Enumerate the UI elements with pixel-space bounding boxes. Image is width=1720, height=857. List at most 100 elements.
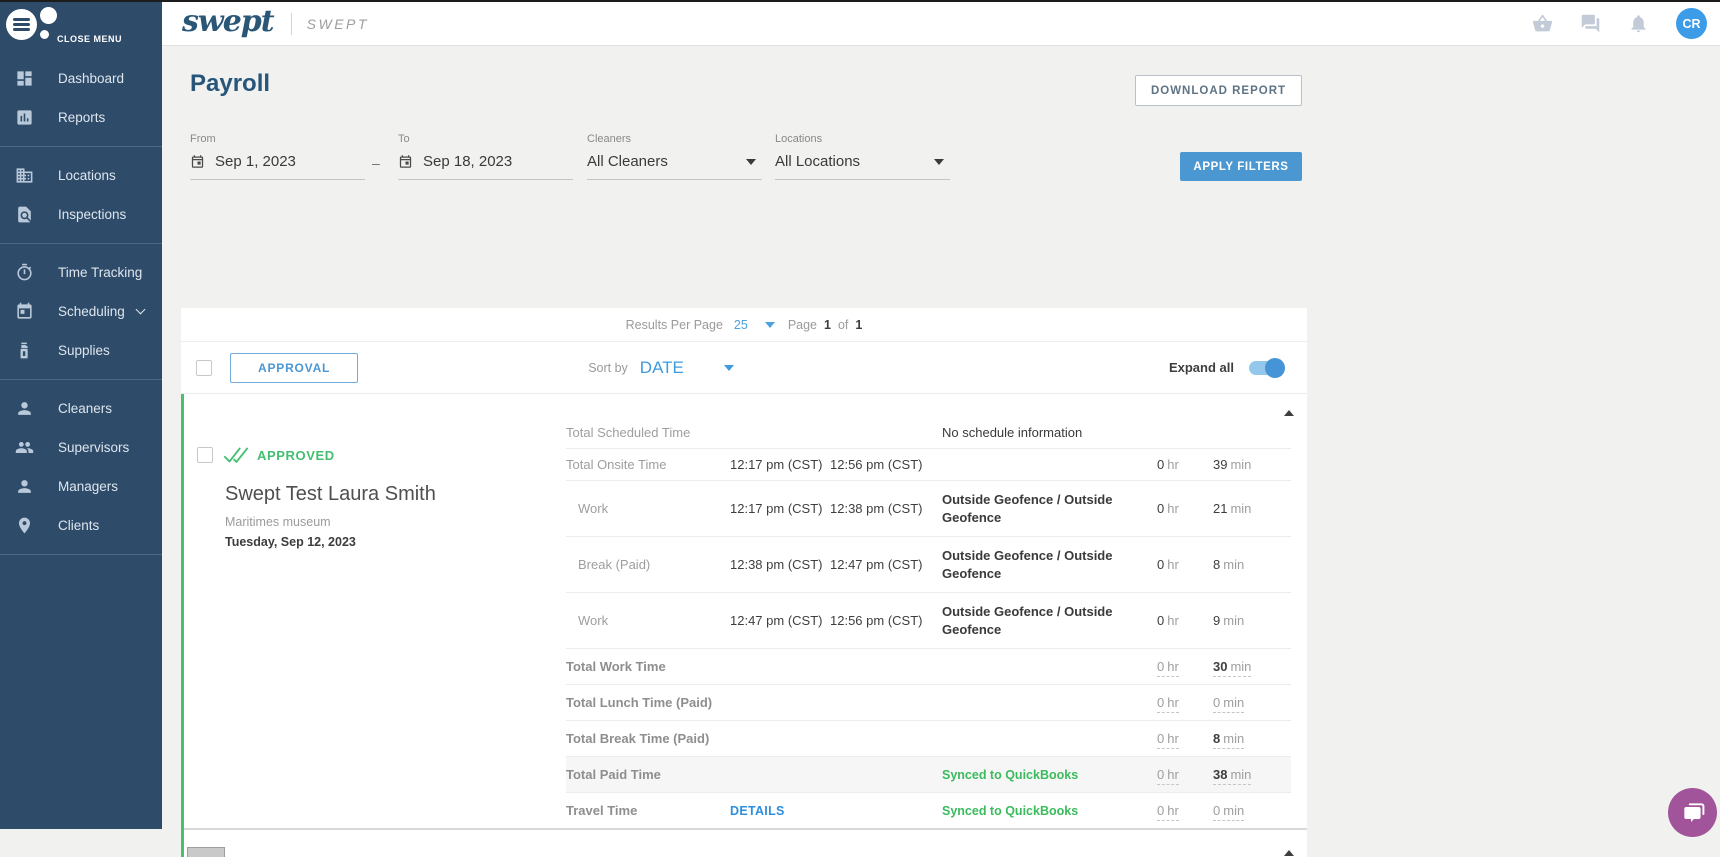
toggle-knob	[1265, 357, 1285, 378]
calendar-icon	[15, 302, 34, 321]
end-time: 12:56 pm (CST)	[830, 457, 923, 472]
bell-icon[interactable]	[1628, 13, 1649, 34]
table-row: Work 12:17 pm (CST) 12:38 pm (CST) Outsi…	[566, 481, 1291, 538]
page-current: 1	[824, 317, 831, 332]
main-content: Payroll DOWNLOAD REPORT From Sep 1, 2023…	[162, 46, 1720, 857]
dashboard-icon	[15, 69, 34, 88]
start-time: 12:17 pm (CST)	[730, 501, 823, 517]
person-icon	[15, 399, 34, 418]
sidebar-item-cleaners[interactable]: Cleaners	[0, 389, 162, 428]
hamburger-menu-icon[interactable]	[6, 9, 37, 40]
table-row: Break (Paid) 12:38 pm (CST) 12:47 pm (CS…	[566, 537, 1291, 594]
topbar: swept SWEPT CR	[162, 2, 1720, 46]
download-report-button[interactable]: DOWNLOAD REPORT	[1135, 75, 1302, 106]
chat-bubble-icon	[1683, 802, 1704, 822]
payroll-entry-group: APPROVED Swept Test Laura Smith Maritime…	[181, 394, 1307, 857]
from-date-field[interactable]: Sep 1, 2023	[190, 153, 365, 180]
minutes-value: 8 min	[1213, 557, 1245, 573]
avatar[interactable]: CR	[1676, 8, 1707, 39]
next-entry-stub	[187, 847, 225, 857]
sidebar-item-label: Time Tracking	[58, 265, 143, 280]
hours-value: 0 hr	[1157, 457, 1179, 472]
minutes-value: 38 min	[1213, 767, 1291, 786]
row-label: Total Work Time	[566, 659, 666, 675]
end-time: 12:47 pm (CST)	[830, 557, 923, 573]
sidebar-item-label: Locations	[58, 168, 116, 183]
table-row-travel: Travel Time DETAILS Synced to QuickBooks…	[566, 793, 1291, 828]
table-row-total-paid: Total Paid Time Synced to QuickBooks 0 hr…	[566, 757, 1291, 794]
apply-filters-button[interactable]: APPLY FILTERS	[1180, 152, 1302, 181]
sidebar-item-label: Clients	[58, 518, 100, 533]
minutes-value: 0 min	[1213, 803, 1291, 822]
per-page-value[interactable]: 25	[733, 317, 748, 332]
topbar-actions: CR	[1532, 8, 1707, 39]
start-time: 12:47 pm (CST)	[730, 613, 823, 629]
close-menu-label[interactable]: CLOSE MENU	[57, 34, 123, 44]
minutes-value: 0 min	[1213, 695, 1291, 714]
sidebar-item-supplies[interactable]: Supplies	[0, 331, 162, 370]
minutes-value: 30 min	[1213, 659, 1291, 678]
geofence-status: Outside Geofence / Outside Geofence	[942, 492, 1113, 525]
stopwatch-icon	[15, 263, 34, 282]
sidebar-item-managers[interactable]: Managers	[0, 467, 162, 506]
calendar-icon	[190, 154, 205, 169]
minutes-value: 21 min	[1213, 501, 1252, 517]
dropdown-caret-icon	[934, 159, 944, 165]
details-link[interactable]: DETAILS	[730, 803, 785, 818]
status-badge: APPROVED	[257, 447, 335, 463]
sidebar-item-clients[interactable]: Clients	[0, 506, 162, 545]
brand-name: SWEPT	[306, 15, 369, 32]
to-date-field[interactable]: Sep 18, 2023	[398, 153, 573, 180]
sidebar-item-label: Dashboard	[58, 71, 125, 86]
hours-value: 0 hr	[1157, 557, 1179, 573]
sidebar-item-dashboard[interactable]: Dashboard	[0, 59, 162, 98]
filters-row: From Sep 1, 2023 – To Sep 18, 2023 Clean…	[190, 133, 1720, 203]
row-label: Total Lunch Time (Paid)	[566, 695, 713, 711]
sidebar-item-time-tracking[interactable]: Time Tracking	[0, 253, 162, 292]
time-table: Total Scheduled Time No schedule informa…	[566, 394, 1307, 828]
filter-locations: Locations All Locations	[775, 133, 950, 180]
sidebar-item-scheduling[interactable]: Scheduling	[0, 292, 162, 331]
sidebar-divider	[0, 243, 162, 244]
row-label: Travel Time	[566, 803, 638, 819]
entry-location: Maritimes museum	[225, 515, 331, 529]
hours-value: 0 hr	[1157, 731, 1213, 750]
collapse-arrow-icon[interactable]	[1284, 850, 1294, 857]
page-total: 1	[855, 317, 863, 332]
entry-checkbox[interactable]	[197, 447, 213, 463]
expand-all-toggle[interactable]	[1249, 357, 1285, 378]
sort-caret-icon[interactable]	[723, 364, 734, 371]
basket-icon[interactable]	[1532, 13, 1553, 34]
chat-widget-button[interactable]	[1668, 788, 1717, 837]
sidebar-item-inspections[interactable]: Inspections	[0, 195, 162, 234]
filter-to: To Sep 18, 2023	[398, 133, 573, 180]
cleaners-select[interactable]: All Cleaners	[587, 153, 762, 180]
row-label: Total Break Time (Paid)	[566, 731, 710, 747]
messages-icon[interactable]	[1580, 13, 1601, 34]
to-label: To	[398, 133, 410, 145]
collapse-arrow-icon[interactable]	[1284, 410, 1294, 416]
table-row: Total Work Time 0 hr 30 min	[566, 649, 1291, 686]
end-time: 12:38 pm (CST)	[830, 501, 923, 517]
per-page-caret-icon[interactable]	[764, 321, 775, 328]
sidebar-item-supervisors[interactable]: Supervisors	[0, 428, 162, 467]
document-search-icon	[15, 205, 34, 224]
sort-by-value[interactable]: DATE	[639, 357, 684, 377]
geofence-status: Outside Geofence / Outside Geofence	[942, 548, 1113, 581]
sidebar-item-locations[interactable]: Locations	[0, 156, 162, 195]
filter-cleaners: Cleaners All Cleaners	[587, 133, 762, 180]
from-date-value: Sep 1, 2023	[215, 153, 296, 170]
expand-all-label: Expand all	[1168, 360, 1234, 375]
menu-toggle[interactable]: CLOSE MENU	[0, 2, 162, 46]
hours-value: 0 hr	[1157, 659, 1213, 678]
row-label: Total Paid Time	[566, 767, 661, 783]
locations-select[interactable]: All Locations	[775, 153, 950, 180]
approval-button[interactable]: APPROVAL	[230, 352, 359, 383]
sidebar-item-reports[interactable]: Reports	[0, 98, 162, 137]
entry-name: Swept Test Laura Smith	[225, 483, 436, 505]
sidebar: CLOSE MENU Dashboard Reports Locations I…	[0, 2, 162, 829]
select-all-checkbox[interactable]	[196, 359, 212, 376]
cleaners-label: Cleaners	[587, 133, 632, 145]
hours-value: 0 hr	[1157, 613, 1179, 629]
swept-logo: swept	[182, 3, 275, 39]
